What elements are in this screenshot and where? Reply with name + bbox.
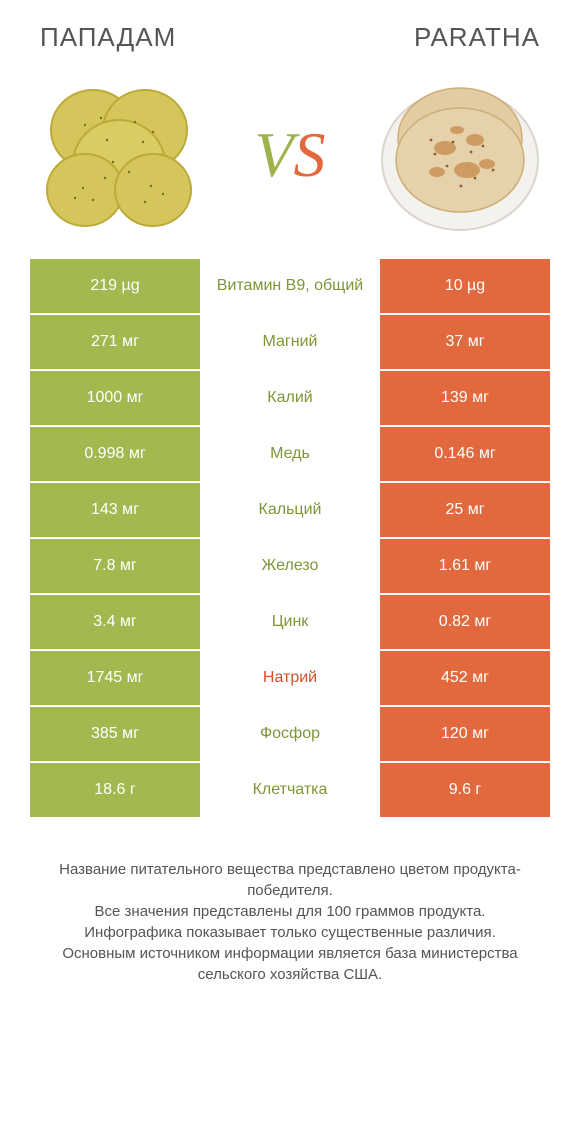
table-row: 143 мгКальций25 мг — [30, 483, 550, 537]
footer-line: Название питательного вещества представл… — [30, 859, 550, 901]
table-row: 1745 мгНатрий452 мг — [30, 651, 550, 705]
nutrient-name-cell: Кальций — [200, 483, 380, 537]
right-value-cell: 1.61 мг — [380, 539, 550, 593]
vs-v: V — [254, 119, 293, 190]
nutrient-name-cell: Медь — [200, 427, 380, 481]
nutrient-name-cell: Натрий — [200, 651, 380, 705]
header: ПАПАДАМ PARATHA — [0, 0, 580, 59]
table-row: 7.8 мгЖелезо1.61 мг — [30, 539, 550, 593]
table-row: 219 µgВитамин B9, общий10 µg — [30, 259, 550, 313]
left-value-cell: 143 мг — [30, 483, 200, 537]
left-value-cell: 271 мг — [30, 315, 200, 369]
left-value-cell: 1000 мг — [30, 371, 200, 425]
right-value-cell: 25 мг — [380, 483, 550, 537]
left-value-cell: 18.6 г — [30, 763, 200, 817]
table-row: 0.998 мгМедь0.146 мг — [30, 427, 550, 481]
left-product-image — [30, 65, 210, 245]
footer-line: Основным источником информации является … — [30, 943, 550, 985]
nutrient-name-cell: Магний — [200, 315, 380, 369]
right-value-cell: 139 мг — [380, 371, 550, 425]
nutrient-name-cell: Клетчатка — [200, 763, 380, 817]
right-product-image — [370, 65, 550, 245]
vs-s: S — [294, 119, 326, 190]
table-row: 1000 мгКалий139 мг — [30, 371, 550, 425]
infographic-container: ПАПАДАМ PARATHA VS — [0, 0, 580, 1144]
nutrient-name-cell: Цинк — [200, 595, 380, 649]
left-value-cell: 7.8 мг — [30, 539, 200, 593]
right-product-title: PARATHA — [414, 22, 540, 53]
right-value-cell: 452 мг — [380, 651, 550, 705]
table-row: 385 мгФосфор120 мг — [30, 707, 550, 761]
papadam-icon — [35, 70, 205, 240]
right-value-cell: 0.82 мг — [380, 595, 550, 649]
left-value-cell: 1745 мг — [30, 651, 200, 705]
table-row: 271 мгМагний37 мг — [30, 315, 550, 369]
nutrient-name-cell: Железо — [200, 539, 380, 593]
nutrition-table: 219 µgВитамин B9, общий10 µg271 мгМагний… — [0, 259, 580, 819]
left-value-cell: 385 мг — [30, 707, 200, 761]
right-value-cell: 120 мг — [380, 707, 550, 761]
right-value-cell: 10 µg — [380, 259, 550, 313]
table-row: 3.4 мгЦинк0.82 мг — [30, 595, 550, 649]
vs-label: VS — [254, 118, 325, 192]
left-value-cell: 0.998 мг — [30, 427, 200, 481]
table-row: 18.6 гКлетчатка9.6 г — [30, 763, 550, 817]
right-value-cell: 37 мг — [380, 315, 550, 369]
footer-line: Все значения представлены для 100 граммо… — [30, 901, 550, 922]
left-value-cell: 219 µg — [30, 259, 200, 313]
footer-line: Инфографика показывает только существенн… — [30, 922, 550, 943]
nutrient-name-cell: Фосфор — [200, 707, 380, 761]
images-row: VS — [0, 59, 580, 259]
left-value-cell: 3.4 мг — [30, 595, 200, 649]
nutrient-name-cell: Витамин B9, общий — [200, 259, 380, 313]
paratha-icon — [375, 70, 545, 240]
footer-notes: Название питательного вещества представл… — [0, 859, 580, 1005]
right-value-cell: 0.146 мг — [380, 427, 550, 481]
right-value-cell: 9.6 г — [380, 763, 550, 817]
nutrient-name-cell: Калий — [200, 371, 380, 425]
left-product-title: ПАПАДАМ — [40, 22, 176, 53]
